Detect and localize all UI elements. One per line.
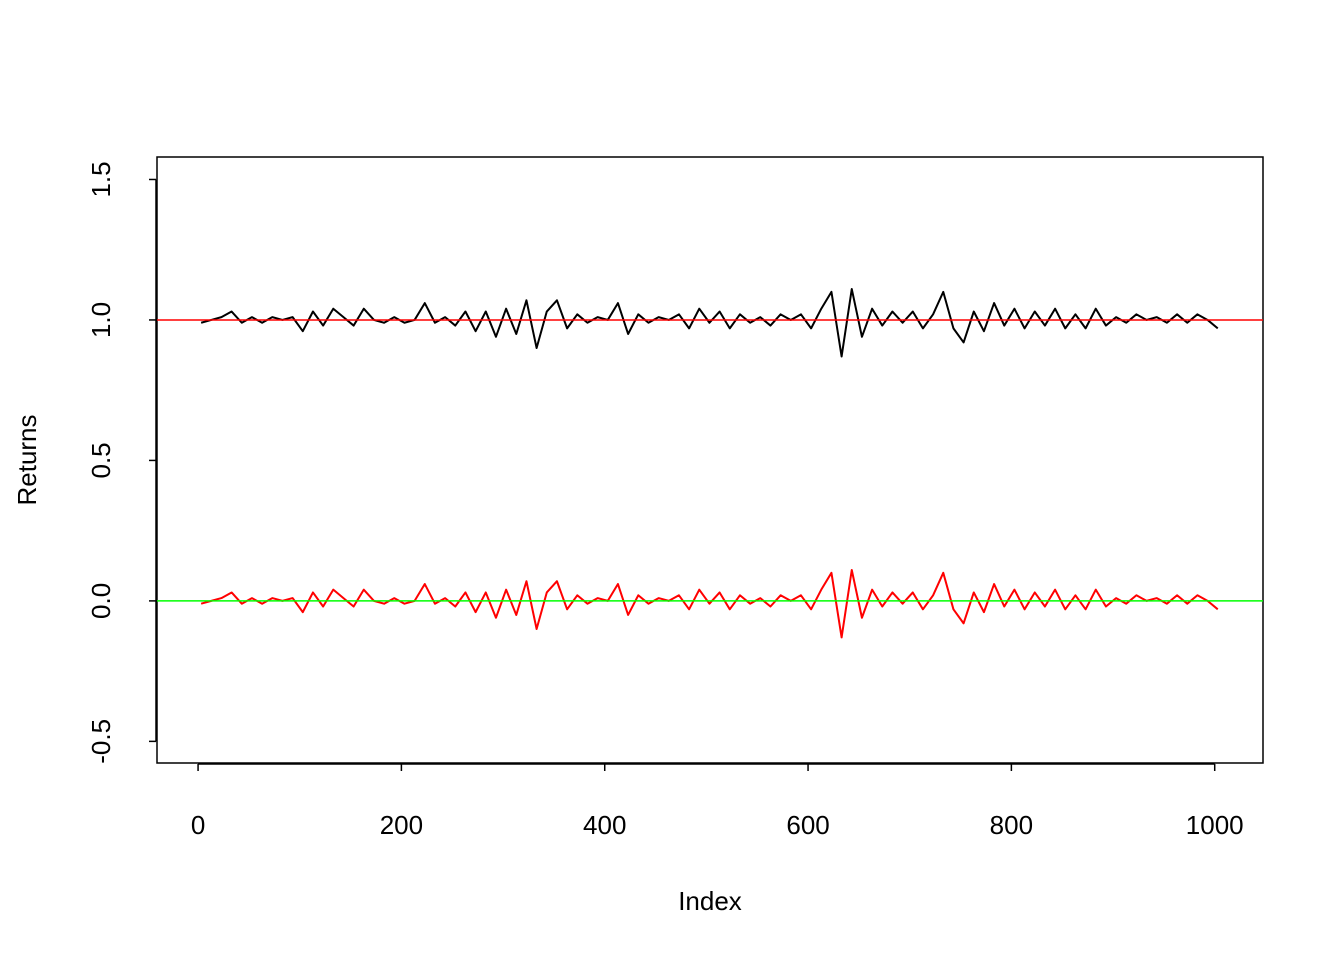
x-tick-label: 1000 — [1186, 810, 1244, 840]
y-tick-label: 1.5 — [86, 161, 116, 197]
y-tick-label: 0.0 — [86, 583, 116, 619]
x-tick-label: 400 — [583, 810, 626, 840]
series-line — [200, 568, 1219, 639]
x-tick-label: 0 — [191, 810, 205, 840]
x-tick-label: 600 — [786, 810, 829, 840]
y-axis-title: Returns — [12, 414, 42, 505]
y-tick-label: -0.5 — [86, 719, 116, 764]
x-tick-label: 800 — [990, 810, 1033, 840]
x-tick-label: 200 — [380, 810, 423, 840]
series-line — [200, 288, 1219, 358]
plot-frame — [156, 156, 1264, 764]
y-tick-label: 1.0 — [86, 302, 116, 338]
x-axis-title: Index — [678, 886, 742, 916]
y-tick-label: 0.5 — [86, 442, 116, 478]
